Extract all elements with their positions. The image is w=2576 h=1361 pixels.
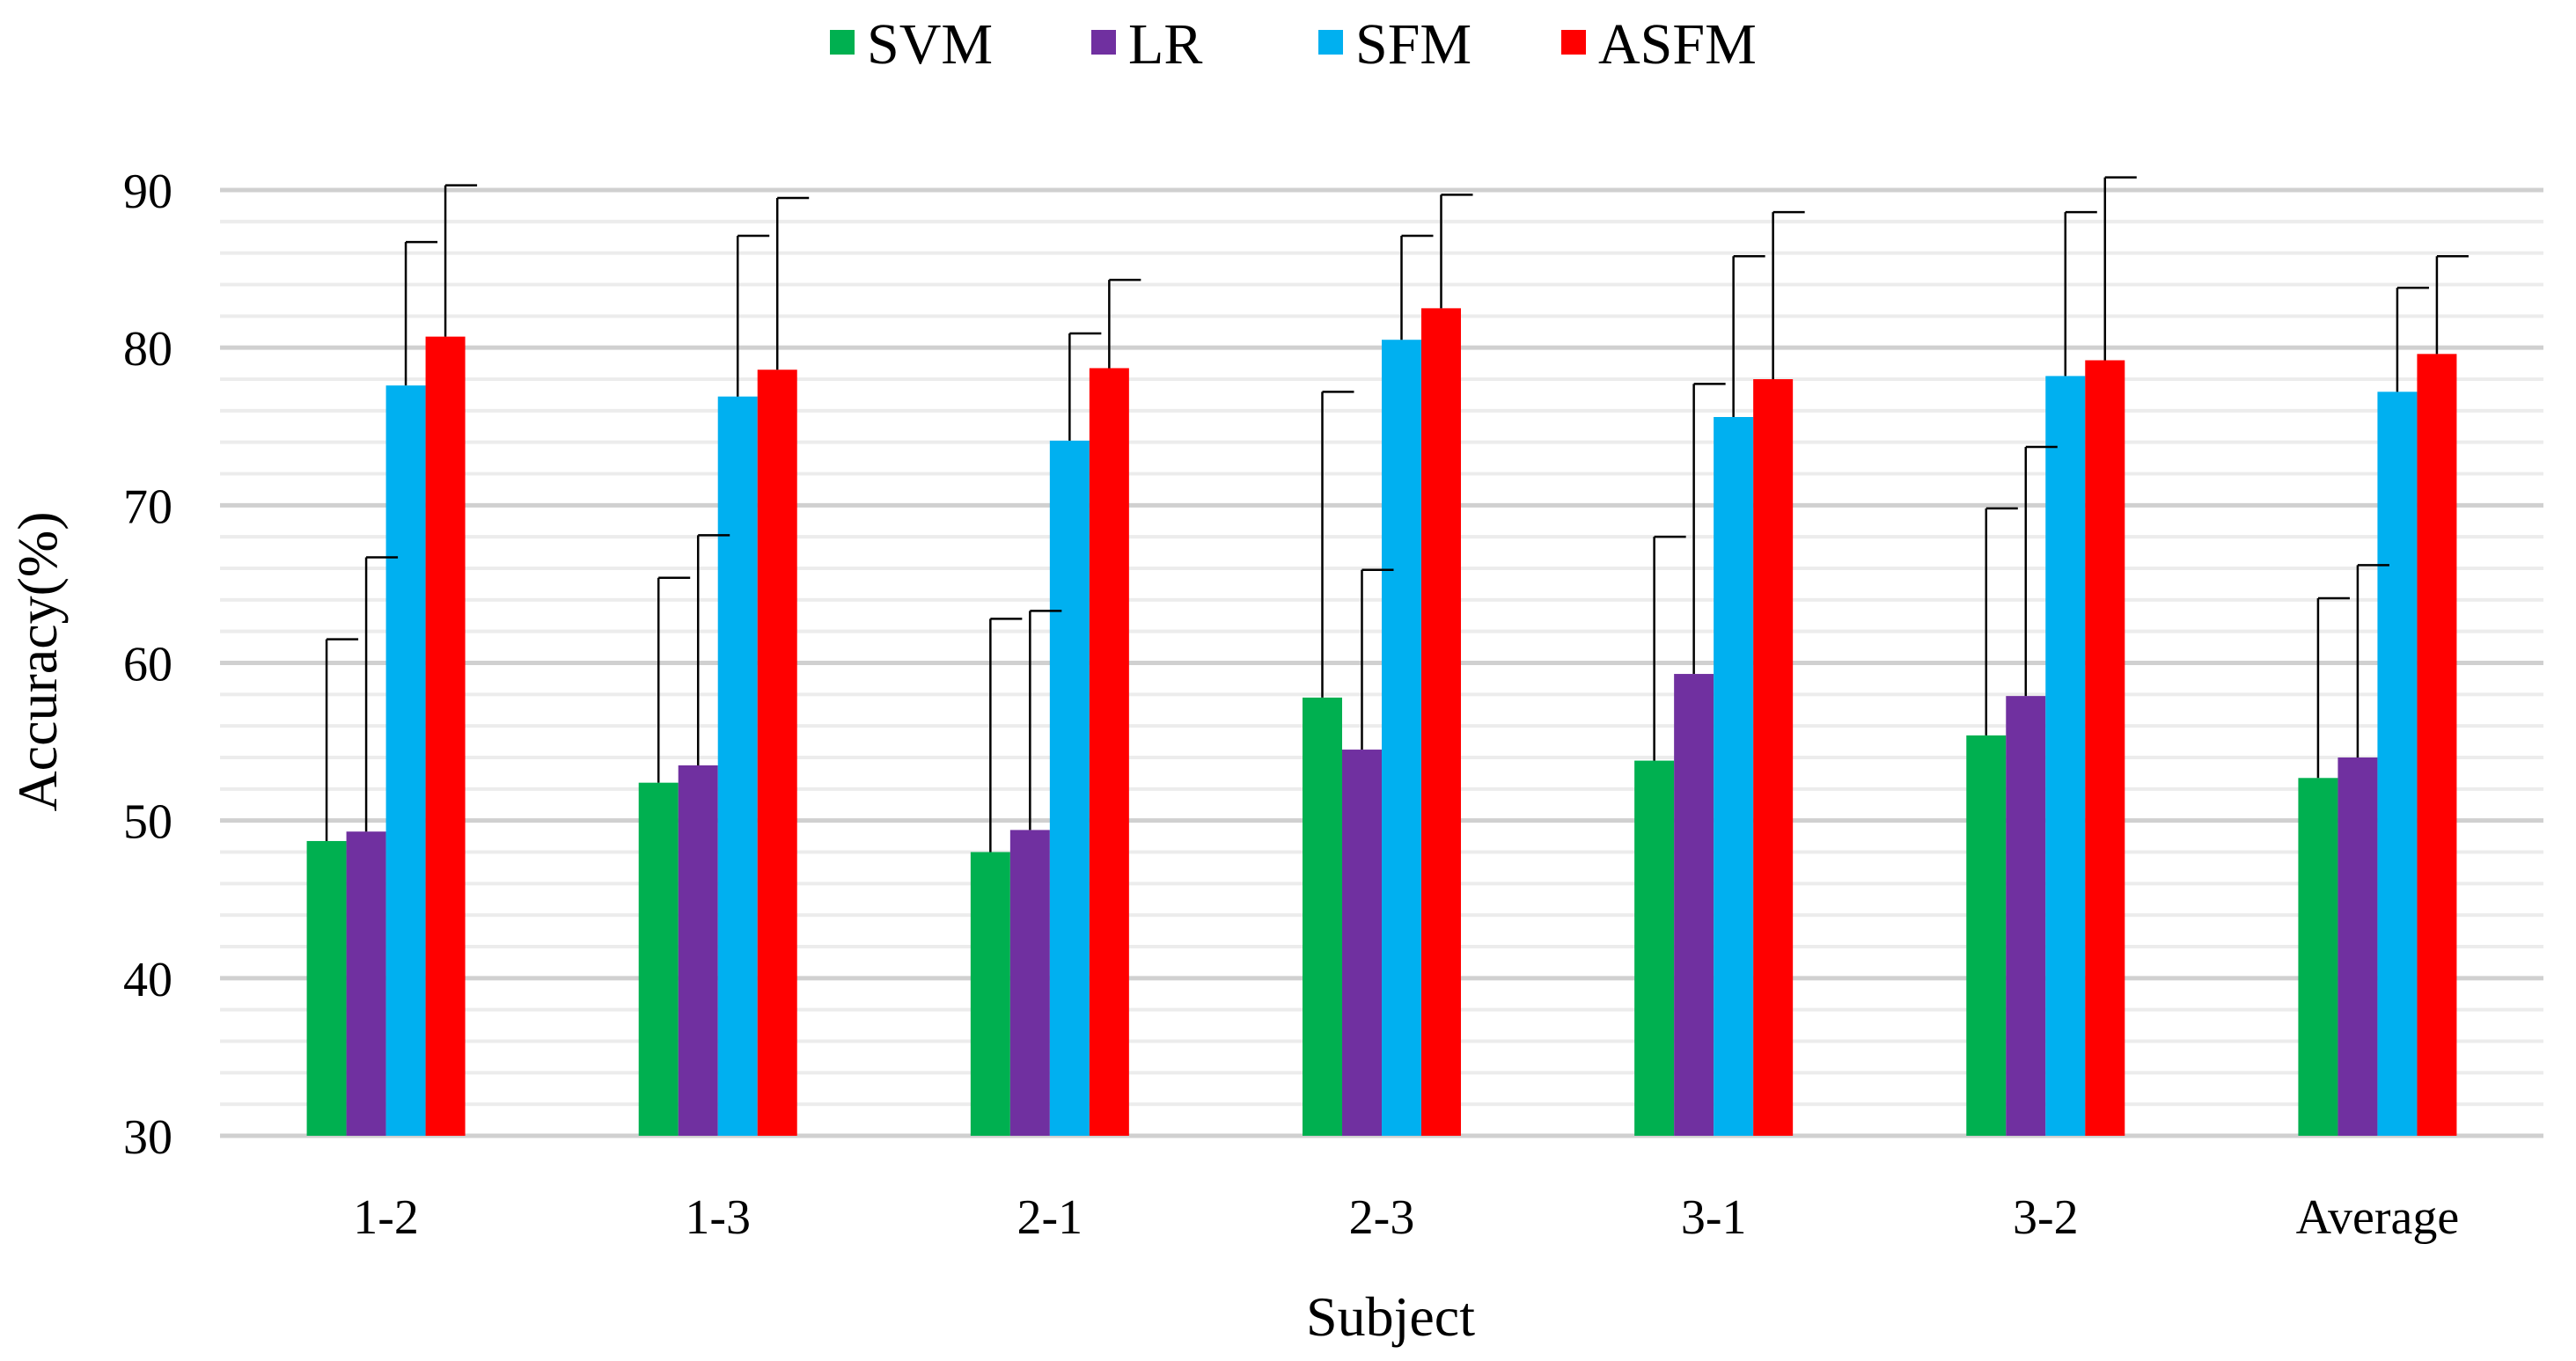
legend-label-svm: SVM xyxy=(867,12,993,77)
y-tick-label: 40 xyxy=(123,953,172,1007)
legend-label-lr: LR xyxy=(1128,12,1202,77)
bar-svm-3-2 xyxy=(1966,735,2007,1136)
legend-swatch-lr xyxy=(1091,30,1116,55)
bar-asfm-2-3 xyxy=(1421,308,1461,1136)
bar-lr-average xyxy=(2337,757,2378,1136)
bar-lr-1-3 xyxy=(678,765,718,1136)
bar-asfm-average xyxy=(2417,354,2457,1136)
legend-swatch-asfm xyxy=(1561,30,1586,55)
bar-sfm-1-2 xyxy=(385,385,426,1137)
y-tick-label: 50 xyxy=(123,795,172,850)
bar-sfm-average xyxy=(2377,391,2418,1136)
legend-swatch-svm xyxy=(830,30,855,55)
y-tick-labels: 30 40 50 60 70 80 90 xyxy=(123,165,172,1165)
error-bars xyxy=(325,176,2469,852)
legend-label-asfm: ASFM xyxy=(1598,12,1757,77)
bar-lr-3-1 xyxy=(1674,674,1714,1136)
bar-asfm-1-3 xyxy=(757,370,797,1136)
x-tick-label: 2-1 xyxy=(1017,1190,1083,1245)
bar-svm-average xyxy=(2298,778,2338,1136)
bar-svm-2-3 xyxy=(1303,697,1342,1136)
legend-swatch-sfm xyxy=(1318,30,1343,55)
bar-svm-3-1 xyxy=(1634,760,1675,1136)
bar-lr-1-2 xyxy=(346,831,386,1136)
bar-sfm-1-3 xyxy=(717,396,758,1136)
bar-svm-1-3 xyxy=(638,782,679,1136)
legend: SVM LR SFM ASFM xyxy=(830,12,1757,77)
x-tick-labels: 1-2 1-3 2-1 2-3 3-1 3-2 Average xyxy=(353,1190,2459,1245)
x-axis-title: Subject xyxy=(1306,1285,1475,1348)
y-tick-label: 90 xyxy=(123,165,172,219)
x-tick-label: 3-1 xyxy=(1681,1190,1747,1245)
y-tick-label: 70 xyxy=(123,479,172,534)
bar-sfm-2-3 xyxy=(1382,340,1421,1136)
bar-sfm-3-2 xyxy=(2045,376,2086,1137)
bar-svm-1-2 xyxy=(306,840,347,1136)
bar-sfm-3-1 xyxy=(1714,417,1754,1136)
bar-lr-2-1 xyxy=(1009,830,1050,1136)
y-tick-label: 60 xyxy=(123,638,172,692)
bar-lr-3-2 xyxy=(2006,696,2046,1136)
x-tick-label: Average xyxy=(2296,1190,2460,1245)
bar-svm-2-1 xyxy=(970,852,1010,1136)
x-tick-label: 1-2 xyxy=(353,1190,419,1245)
legend-label-sfm: SFM xyxy=(1355,12,1471,77)
bars xyxy=(306,308,2457,1137)
bar-lr-2-3 xyxy=(1342,750,1382,1136)
bar-sfm-2-1 xyxy=(1049,440,1090,1136)
x-tick-label: 2-3 xyxy=(1349,1190,1415,1245)
x-tick-label: 1-3 xyxy=(685,1190,751,1245)
bar-asfm-2-1 xyxy=(1089,368,1129,1136)
bar-asfm-3-2 xyxy=(2085,360,2125,1136)
x-tick-label: 3-2 xyxy=(2013,1190,2079,1245)
bar-asfm-1-2 xyxy=(425,336,466,1136)
y-tick-label: 30 xyxy=(123,1110,172,1165)
y-axis-title: Accuracy(%) xyxy=(6,511,69,811)
y-tick-label: 80 xyxy=(123,322,172,377)
bar-asfm-3-1 xyxy=(1753,379,1794,1136)
